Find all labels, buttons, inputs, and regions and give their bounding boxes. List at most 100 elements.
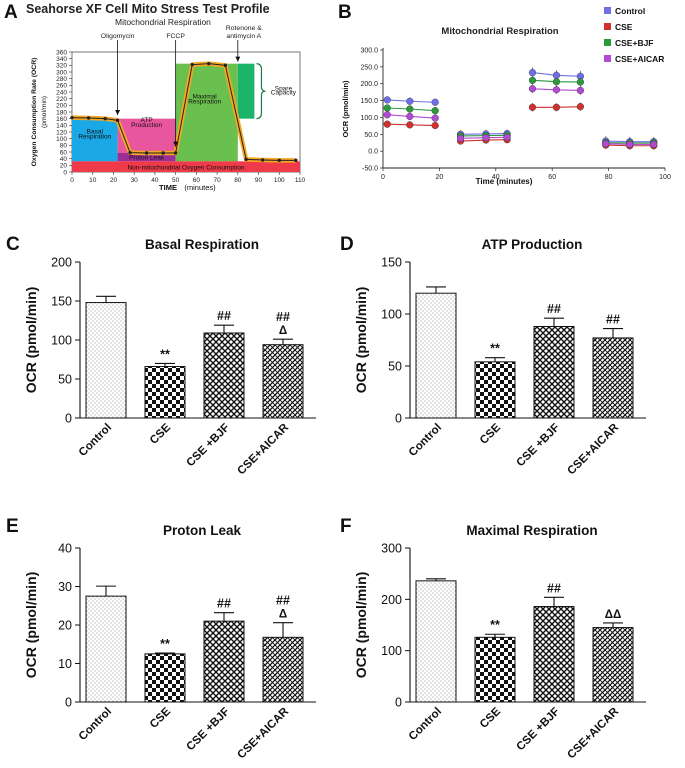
panel-d-title: ATP Production — [482, 237, 583, 252]
panel-a-ytick-label: 180 — [56, 109, 67, 116]
panel-a-region-4 — [237, 63, 255, 119]
panel-d-ytick-label: 150 — [381, 256, 402, 270]
panel-label-c: C — [6, 234, 20, 255]
panel-a-region-label-spare-2: Capacity — [271, 90, 297, 97]
panel-f-title: Maximal Respiration — [466, 523, 597, 538]
panel-c-annotation: ## — [217, 309, 231, 323]
panel-e-annotation: Δ — [279, 609, 287, 621]
panel-a-ytick-label: 280 — [56, 76, 67, 83]
panel-f-ytick-label: 300 — [381, 542, 402, 556]
panel-b-point-3 — [602, 140, 610, 148]
panel-b-ytick-label: 250.0 — [360, 64, 378, 71]
panel-e-ytick-label: 40 — [58, 542, 72, 556]
panel-label-a: A — [4, 2, 18, 23]
panel-a-xtick-label: 30 — [131, 177, 139, 184]
panel-e-bar-0 — [85, 595, 127, 703]
panel-label-e: E — [6, 516, 19, 537]
panel-b-point-1 — [528, 103, 537, 111]
panel-c-ytick-label: 100 — [51, 334, 72, 348]
panel-c-title: Basal Respiration — [145, 237, 259, 252]
panel-c-ytick-label: 200 — [51, 256, 72, 270]
panel-b-ytick-label: 50.0 — [364, 132, 378, 139]
panel-a-ytick-label: 260 — [56, 83, 67, 90]
panel-a-ytick-label: 100 — [56, 136, 67, 143]
panel-b-point-0 — [383, 96, 391, 104]
panel-d-ytick-label: 50 — [388, 360, 402, 374]
panel-b-chart: Mitochondrial Respiration -50.0 0.0 50.0 100… — [341, 6, 671, 186]
panel-e-ytick-label: 30 — [58, 580, 72, 594]
panel-e-category-label: CSE — [148, 705, 173, 730]
panel-b-point-0 — [431, 98, 439, 106]
panel-a-ytick-label: 200 — [56, 103, 67, 110]
panel-a-injection-label2-2: antimycin A — [226, 33, 261, 40]
panel-e-annotation: ## — [217, 597, 231, 611]
panel-d-category-label: Control — [407, 422, 444, 459]
panel-a-xtick-label: 10 — [89, 177, 97, 184]
panel-a-point — [144, 151, 149, 155]
panel-c-chart: Basal Respiration 0 50 100 150 200 OCR (pmol/m… — [23, 237, 316, 477]
panel-b-point-3 — [503, 133, 511, 141]
panel-a-region-label-nonmito: Non-mitochondrial Oxygen Consumption — [127, 164, 244, 171]
panel-a-point — [260, 158, 265, 162]
panel-b-title: Mitochondrial Respiration — [441, 26, 558, 37]
panel-c-category-label: Control — [77, 422, 114, 459]
panel-d-bar-3 — [592, 337, 634, 419]
panel-b-xtick-label: 40 — [492, 174, 500, 181]
panel-b-point-3 — [482, 134, 490, 142]
panel-d-category-label: CSE — [478, 421, 503, 446]
panel-d-bar-0 — [415, 292, 457, 419]
panel-b-xtick-label: 0 — [381, 174, 385, 181]
panel-a-ylabel-unit: (pmol/min) — [41, 96, 48, 128]
panel-label-d: D — [340, 234, 354, 255]
panel-b-xlabel: Time (minutes) — [476, 177, 533, 186]
panel-e-annotation: ## — [276, 594, 290, 608]
panel-b-point-3 — [576, 86, 585, 95]
panel-a-point — [277, 158, 281, 163]
panel-b-point-2 — [431, 107, 439, 115]
panel-b-legend-swatch-2 — [604, 39, 611, 46]
panel-b-legend-swatch-0 — [604, 7, 611, 14]
panel-b-legend-label-0: Control — [615, 6, 645, 16]
panel-e-category-label: CSE +BJF — [185, 706, 233, 754]
panel-e-title: Proton Leak — [163, 523, 242, 538]
panel-b-point-1 — [406, 121, 414, 129]
panel-e-category-label: Control — [77, 706, 114, 743]
panel-f-bar-2 — [533, 606, 575, 703]
panel-a-xlabel-bold: TIME — [159, 183, 177, 192]
panel-a-point — [244, 157, 248, 162]
panel-a-ytick-label: 160 — [56, 116, 67, 123]
panel-a-subtitle: Mitochondrial Respiration — [115, 17, 211, 27]
panel-f-bar-0 — [415, 580, 457, 703]
panel-e-annotation: ** — [160, 637, 170, 651]
panel-d-chart: ATP Production 0 50 100 150 OCR (pmol/min) Con… — [353, 237, 646, 477]
panel-a-xtick-label: 40 — [151, 177, 159, 184]
panel-a-xtick-label: 20 — [110, 177, 118, 184]
panel-d-ytick-label: 100 — [381, 308, 402, 322]
panel-a-ytick-label: 140 — [56, 123, 67, 130]
panel-f-ytick-label: 100 — [381, 644, 402, 658]
panel-e-ytick-label: 0 — [65, 696, 72, 710]
panel-c-category-label: CSE — [148, 421, 173, 446]
panel-a-xtick-label: 60 — [193, 177, 201, 184]
panel-b-point-0 — [406, 97, 414, 105]
panel-a-point — [161, 151, 165, 155]
panel-c-ylabel: OCR (pmol/min) — [23, 287, 39, 394]
panel-f-ylabel: OCR (pmol/min) — [353, 572, 369, 679]
panel-a-title: Seahorse XF Cell Mito Stress Test Profil… — [26, 2, 270, 16]
panel-a-ytick-label: 240 — [56, 89, 67, 96]
panel-b-legend-swatch-3 — [604, 55, 611, 62]
panel-a-injection-arrowhead-2 — [235, 56, 241, 62]
panel-b-legend-label-1: CSE — [615, 22, 633, 32]
panel-c-bar-0 — [85, 302, 127, 419]
panel-b-point-3 — [650, 140, 658, 149]
panel-b-xtick-label: 100 — [659, 174, 671, 181]
panel-a-ytick-label: 60 — [60, 149, 68, 156]
panel-a-region-0 — [72, 118, 118, 162]
panel-a-xtick-label: 80 — [234, 177, 242, 184]
panel-a-ytick-label: 40 — [60, 156, 68, 163]
panel-f-category-label: Control — [407, 706, 444, 743]
panel-label-f: F — [340, 516, 352, 537]
panel-f-category-label: CSE +BJF — [515, 706, 563, 754]
panel-f-annotation: ** — [490, 618, 500, 632]
